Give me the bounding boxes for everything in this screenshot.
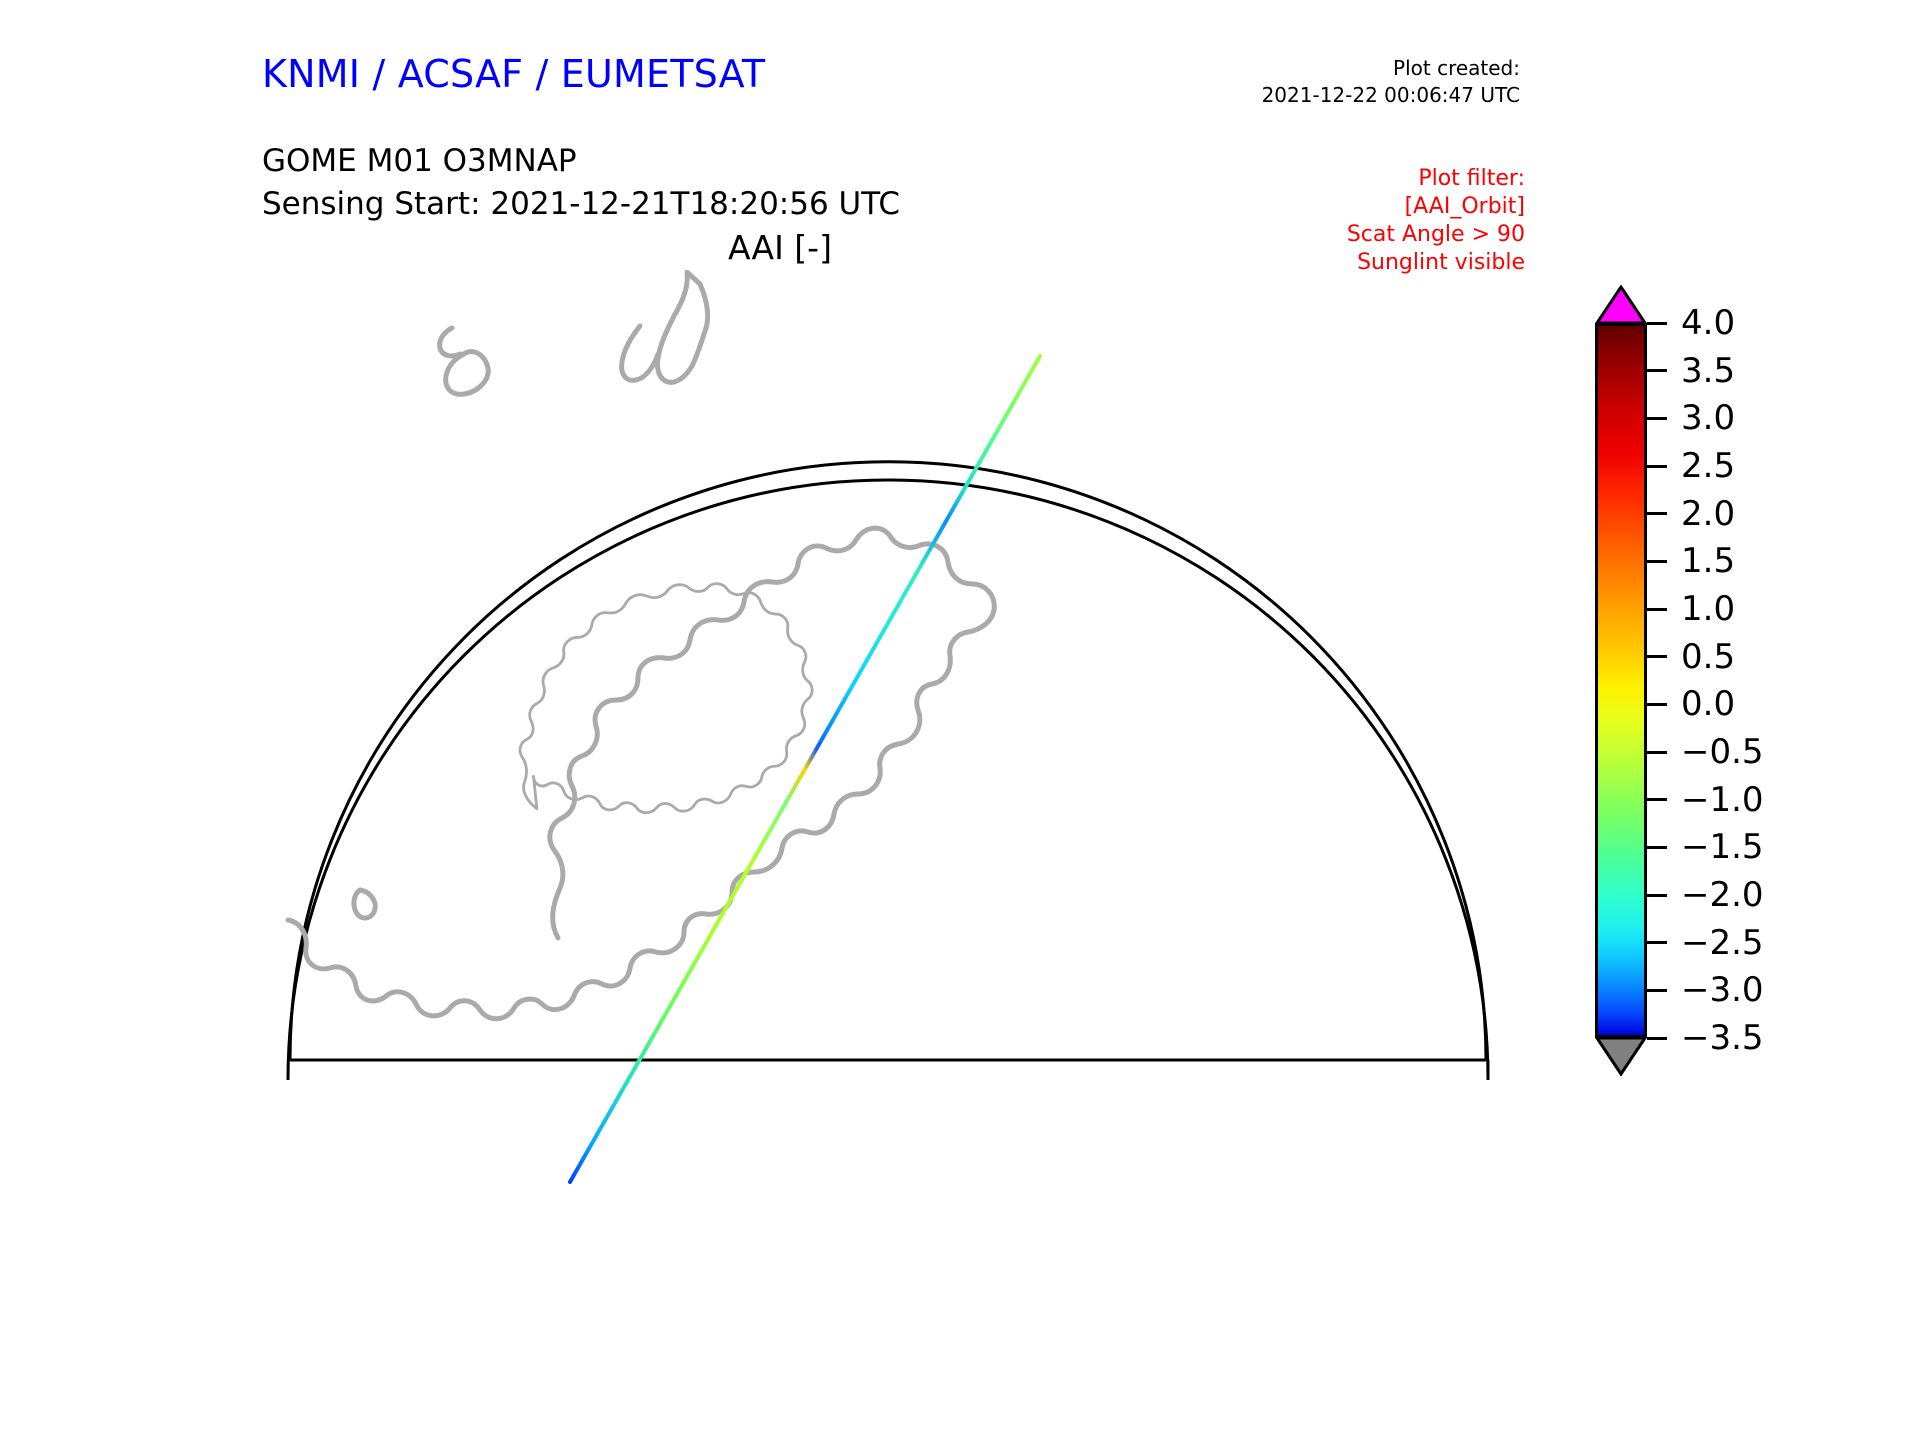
- colorbar-tick-mark: [1647, 607, 1667, 611]
- plot-filter-label: Plot filter:: [1418, 166, 1525, 191]
- map-title: AAI [-]: [728, 228, 832, 267]
- colorbar-tick-mark: [1647, 1036, 1667, 1040]
- plot-created-block: Plot created: 2021-12-22 00:06:47 UTC: [1262, 55, 1520, 109]
- colorbar-tick-mark: [1647, 655, 1667, 659]
- colorbar-tick-label: 3.0: [1681, 398, 1736, 439]
- projection-boundary-arc: [288, 460, 1488, 1061]
- colorbar-tick-mark: [1647, 512, 1667, 516]
- colorbar-tick-label: −3.0: [1681, 970, 1764, 1011]
- colorbar-tick-mark: [1647, 702, 1667, 706]
- colorbar-over-arrow: [1595, 285, 1647, 325]
- colorbar-tick-label: 2.0: [1681, 493, 1736, 534]
- colorbar-tick-label: 2.5: [1681, 446, 1736, 486]
- colorbar-tick-label: 0.0: [1681, 684, 1736, 725]
- colorbar-tick-label: −2.0: [1681, 875, 1764, 915]
- colorbar-gradient: [1595, 323, 1647, 1038]
- colorbar-tick-mark: [1647, 369, 1667, 373]
- colorbar-tick-label: 4.0: [1681, 303, 1736, 343]
- antarctica-outline: [540, 592, 990, 902]
- colorbar-tick-label: 1.5: [1681, 541, 1736, 582]
- orbit-swath-track: [568, 354, 1042, 1184]
- agency-title: KNMI / ACSAF / EUMETSAT: [262, 52, 766, 96]
- colorbar-tick-mark: [1647, 321, 1667, 325]
- plot-created-value: 2021-12-22 00:06:47 UTC: [1261, 83, 1520, 107]
- colorbar-tick-label: 0.5: [1681, 636, 1736, 677]
- antarctica-coastline: [285, 525, 997, 1022]
- plot-filter-scat-angle: Scat Angle > 90: [1346, 222, 1525, 247]
- colorbar-tick-label: −0.5: [1681, 732, 1764, 772]
- colorbar: 4.0 3.5 3.0 2.5 2.0 1.5 1.0 0.5 0.0 −0.5 −1.0 −1.5 −…: [1595, 285, 1895, 1095]
- sensing-start: Sensing Start: 2021-12-21T18:20:56 UTC: [262, 186, 900, 222]
- product-info-block: GOME M01 O3MNAP Sensing Start: 2021-12-2…: [262, 140, 900, 226]
- map-svg: [285, 270, 1490, 1184]
- colorbar-tick-mark: [1647, 559, 1667, 563]
- plot-filter-sunglint: Sunglint visible: [1357, 250, 1525, 275]
- colorbar-tick-label: −2.5: [1681, 922, 1764, 963]
- colorbar-tick-mark: [1647, 988, 1667, 992]
- colorbar-tick-label: 3.5: [1681, 350, 1736, 391]
- colorbar-tick-mark: [1647, 464, 1667, 468]
- colorbar-tick-label: −1.0: [1681, 779, 1764, 820]
- colorbar-tick-label: −1.5: [1681, 827, 1764, 868]
- colorbar-tick-mark: [1647, 750, 1667, 754]
- colorbar-tick-mark: [1647, 416, 1667, 420]
- colorbar-tick-label: 1.0: [1681, 589, 1736, 629]
- plot-filter-block: Plot filter: [AAI_Orbit] Scat Angle > 90…: [1347, 165, 1525, 277]
- plot-filter-variable: [AAI_Orbit]: [1404, 194, 1525, 219]
- colorbar-under-arrow: [1595, 1036, 1647, 1076]
- map-plot-area: [240, 270, 1530, 1310]
- colorbar-tick-label: −3.5: [1681, 1018, 1764, 1058]
- product-name: GOME M01 O3MNAP: [262, 143, 577, 179]
- plot-created-label: Plot created:: [1393, 56, 1520, 80]
- coastlines: [351, 270, 814, 921]
- colorbar-tick-mark: [1647, 845, 1667, 849]
- colorbar-tick-mark: [1647, 941, 1667, 945]
- colorbar-tick-mark: [1647, 798, 1667, 802]
- colorbar-tick-mark: [1647, 893, 1667, 897]
- projection-boundary: [286, 478, 1490, 1081]
